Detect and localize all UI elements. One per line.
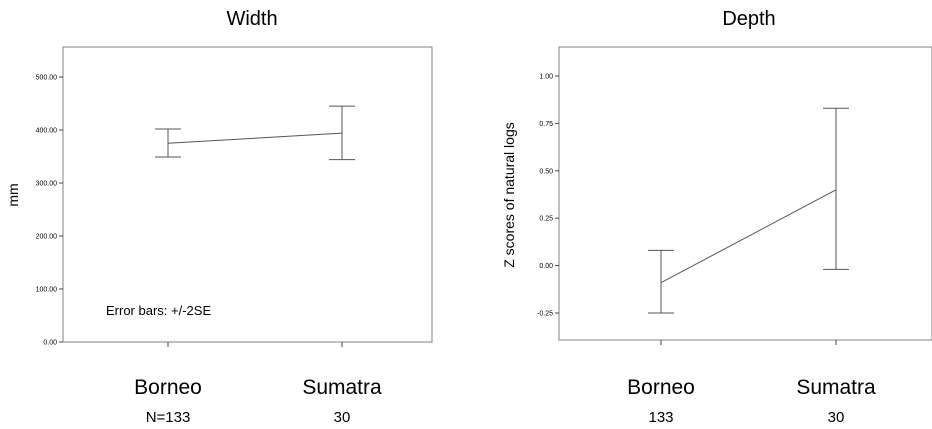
y-tick-label: 0.00 xyxy=(43,340,57,347)
x-category-label: Sumatra xyxy=(302,376,382,399)
sample-size-label: N=133 xyxy=(146,409,191,426)
mean-line xyxy=(660,189,837,284)
y-tick-label: 0.00 xyxy=(539,263,553,270)
y-tick-label: 0.75 xyxy=(539,121,553,128)
y-tick-label: 100.00 xyxy=(36,287,58,294)
x-category-label: Borneo xyxy=(134,376,202,399)
y-tick-label: 200.00 xyxy=(36,234,58,241)
sample-size-label: 30 xyxy=(334,409,351,426)
plot-frame xyxy=(62,46,433,343)
y-tick-label: 500.00 xyxy=(36,75,58,82)
error-bars-note: Error bars: +/-2SE xyxy=(106,303,211,318)
y-tick-label: 300.00 xyxy=(36,181,58,188)
y-axis-label: mm xyxy=(5,183,21,206)
y-tick-label: 400.00 xyxy=(36,128,58,135)
sample-size-label: 133 xyxy=(648,409,673,426)
x-category-label: Sumatra xyxy=(796,376,876,399)
y-tick-label: 0.50 xyxy=(539,168,553,175)
y-axis-label: Z scores of natural logs xyxy=(501,122,517,268)
panel-title: Depth xyxy=(722,8,775,30)
panel-title: Width xyxy=(226,8,277,30)
y-tick-label: -0.25 xyxy=(537,311,553,318)
y-tick-label: 0.25 xyxy=(539,216,553,223)
y-tick-label: 1.00 xyxy=(539,74,553,81)
x-category-label: Borneo xyxy=(627,376,695,399)
mean-line xyxy=(167,132,343,144)
plot-frame xyxy=(558,46,932,341)
sample-size-label: 30 xyxy=(828,409,845,426)
